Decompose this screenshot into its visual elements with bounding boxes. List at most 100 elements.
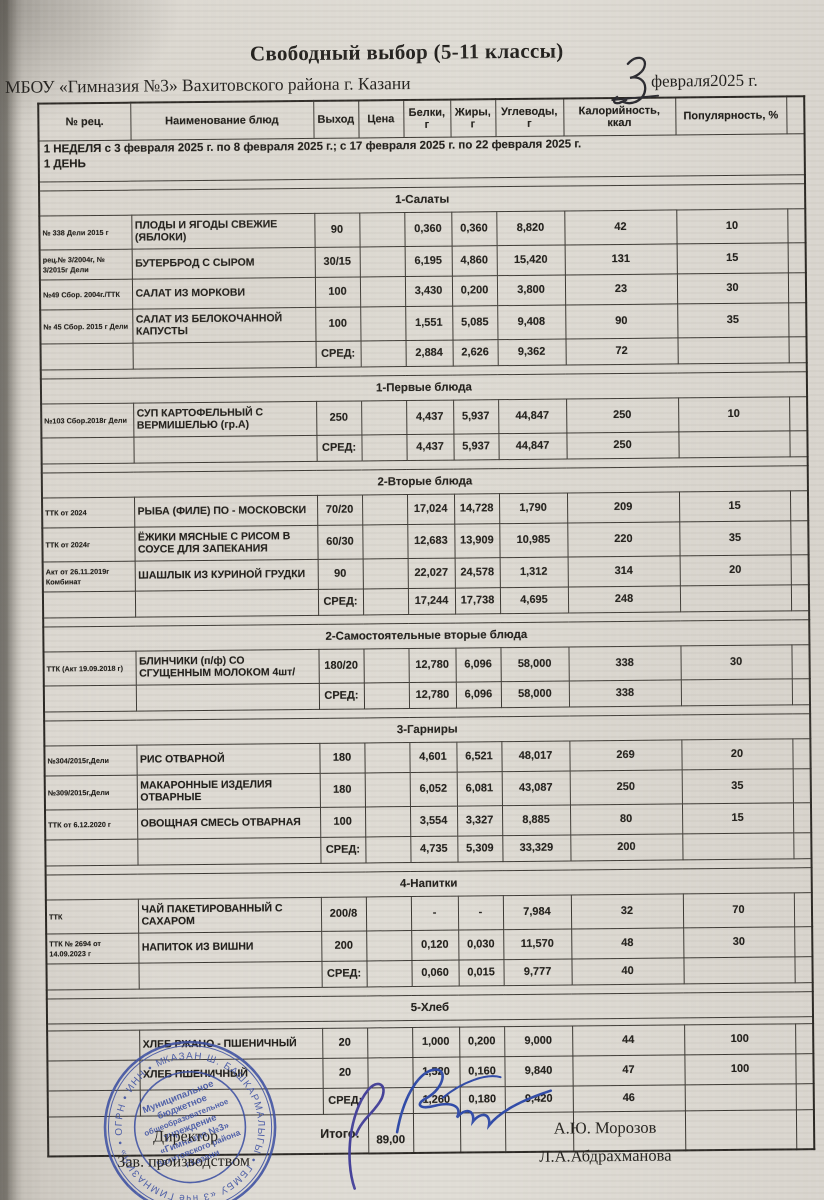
price-cell bbox=[361, 400, 407, 435]
popularity-cell: 20 bbox=[681, 738, 793, 770]
protein-cell: 0,360 bbox=[404, 212, 452, 247]
filler-cell bbox=[792, 802, 812, 833]
recipe-number-cell bbox=[43, 685, 137, 713]
output-cell: 180/20 bbox=[318, 648, 364, 684]
filler-cell bbox=[788, 302, 807, 337]
carbs-cell: 9,777 bbox=[503, 958, 572, 986]
fat-cell: 14,728 bbox=[453, 493, 500, 525]
filler-cell bbox=[787, 242, 806, 273]
manager-label: Зав. производством bbox=[117, 1152, 251, 1171]
filler-cell bbox=[793, 892, 813, 927]
fat-cell: 6,096 bbox=[455, 681, 502, 709]
protein-cell: 12,780 bbox=[408, 682, 457, 709]
filler-cell bbox=[793, 832, 812, 859]
page-title: Свободный выбор (5-11 классы) bbox=[249, 38, 564, 66]
popularity-cell: 35 bbox=[677, 302, 789, 338]
carbs-cell: 4,695 bbox=[499, 587, 569, 614]
recipe-number-cell bbox=[46, 963, 139, 991]
week-cell: 1 НЕДЕЛЯ с 3 февраля 2025 г. по 8 феврал… bbox=[38, 133, 805, 183]
recipe-number-cell: № 338 Дели 2015 г bbox=[39, 215, 132, 251]
popularity-cell bbox=[682, 832, 794, 860]
average-label: СРЕД: bbox=[317, 588, 364, 616]
dish-name-cell: МАКАРОННЫЕ ИЗДЕЛИЯ ОТВАРНЫЕ bbox=[136, 773, 320, 810]
protein-cell: 4,437 bbox=[406, 400, 454, 435]
price-cell bbox=[362, 558, 408, 589]
popularity-cell bbox=[680, 678, 793, 706]
kcal-cell: 250 bbox=[569, 769, 682, 805]
carbs-cell: 9,362 bbox=[497, 339, 566, 366]
recipe-number-cell bbox=[40, 343, 133, 371]
filler-cell bbox=[789, 430, 808, 457]
recipe-number-cell bbox=[42, 591, 136, 619]
price-cell bbox=[361, 434, 407, 461]
output-cell: 20 bbox=[322, 1027, 368, 1059]
kcal-cell: 90 bbox=[565, 303, 678, 340]
popularity-cell: 35 bbox=[679, 520, 791, 556]
protein-cell: 3,554 bbox=[409, 806, 458, 837]
kcal-cell: 250 bbox=[566, 431, 679, 460]
popularity-cell: 100 bbox=[684, 1053, 796, 1085]
price-cell bbox=[367, 1057, 413, 1088]
school-name: МБОУ «Гимназия №3» Вахитовского района г… bbox=[4, 72, 411, 97]
protein-cell: 17,024 bbox=[406, 494, 455, 525]
table-row: 1 НЕДЕЛЯ с 3 февраля 2025 г. по 8 феврал… bbox=[38, 133, 805, 183]
output-cell: 180 bbox=[319, 772, 365, 808]
protein-cell bbox=[412, 1113, 461, 1154]
output-cell: 30/15 bbox=[314, 246, 360, 278]
dish-name-cell: РИС ОТВАРНОЙ bbox=[136, 743, 320, 776]
carbs-cell: 58,000 bbox=[500, 680, 570, 708]
kcal-cell: 23 bbox=[564, 273, 678, 306]
protein-cell: 4,735 bbox=[410, 836, 458, 863]
recipe-number-cell: №103 Сбор.2018г Дели bbox=[41, 403, 134, 439]
dish-name-cell: САЛАТ ИЗ БЕЛОКОЧАННОЙ КАПУСТЫ bbox=[132, 307, 316, 344]
protein-cell: 2,884 bbox=[405, 340, 453, 367]
carbs-cell: 8,885 bbox=[501, 804, 571, 836]
fat-cell: 6,081 bbox=[456, 771, 502, 807]
recipe-number-cell: Акт от 26.11.2019г Комбинат bbox=[42, 561, 135, 593]
protein-cell: 1,260 bbox=[412, 1087, 460, 1114]
popularity-cell bbox=[684, 1109, 797, 1151]
kcal-cell: 46 bbox=[572, 1084, 685, 1112]
fat-cell: 5,937 bbox=[453, 433, 499, 461]
dish-name-cell: ЁЖИКИ МЯСНЫЕ С РИСОМ В СОУСЕ ДЛЯ ЗАПЕКАН… bbox=[134, 525, 318, 562]
protein-cell: 0,060 bbox=[411, 960, 459, 987]
recipe-number-cell: ТТК (Акт 19.09.2018 г) bbox=[43, 651, 136, 687]
col-header-kcal: Калорийность, ккал bbox=[563, 97, 676, 137]
protein-cell: 6,195 bbox=[404, 246, 452, 277]
output-cell: 20 bbox=[322, 1057, 368, 1089]
popularity-cell: 35 bbox=[681, 768, 793, 804]
col-header-protein: Белки, г bbox=[403, 99, 451, 138]
fat-cell: 0,180 bbox=[459, 1086, 505, 1114]
price-cell bbox=[367, 1027, 413, 1058]
col-header-popularity: Популярность, % bbox=[675, 96, 787, 135]
popularity-cell: 30 bbox=[676, 272, 789, 304]
price-cell bbox=[366, 960, 412, 987]
popularity-cell: 15 bbox=[676, 242, 788, 274]
dish-name-cell: БЛИНЧИКИ (п/ф) СО СГУЩЕННЫМ МОЛОКОМ 4шт/ bbox=[135, 649, 319, 686]
popularity-cell bbox=[684, 1083, 796, 1111]
average-label: СРЕД: bbox=[322, 1087, 368, 1115]
kcal-cell: 47 bbox=[572, 1054, 685, 1086]
popularity-cell: 100 bbox=[684, 1023, 796, 1055]
recipe-number-cell bbox=[45, 839, 138, 867]
price-cell bbox=[359, 246, 405, 277]
carbs-cell: 33,329 bbox=[502, 834, 571, 862]
output-cell: 90 bbox=[317, 558, 363, 590]
menu-table: № рец. Наименование блюд Выход Цена Белк… bbox=[37, 95, 816, 1158]
carbs-cell: 9,420 bbox=[504, 1085, 573, 1113]
filler-cell bbox=[790, 584, 810, 611]
popularity-cell bbox=[677, 336, 789, 364]
price-cell bbox=[359, 276, 406, 307]
filler-cell bbox=[789, 490, 809, 521]
protein-cell: 0,120 bbox=[411, 930, 459, 961]
price-cell bbox=[360, 340, 406, 367]
recipe-number-cell: ТТК от 2024г bbox=[42, 527, 135, 563]
output-cell: 200/8 bbox=[320, 896, 367, 932]
carbs-cell: 44,847 bbox=[498, 399, 567, 434]
output-cell: 70/20 bbox=[316, 494, 363, 526]
price-cell bbox=[364, 806, 411, 837]
kcal-cell: 32 bbox=[570, 893, 684, 929]
output-cell: 250 bbox=[316, 400, 362, 436]
average-label: СРЕД: bbox=[316, 434, 362, 462]
